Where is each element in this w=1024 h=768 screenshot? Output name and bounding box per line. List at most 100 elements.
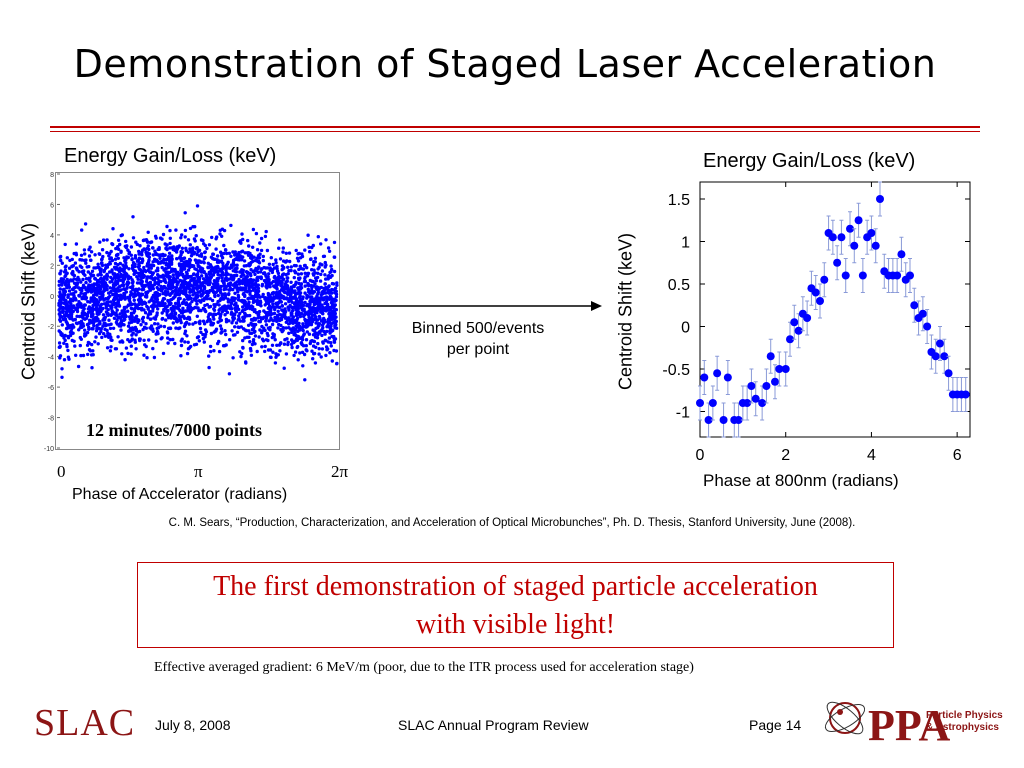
left-scatter-point: [219, 331, 223, 335]
left-scatter-point: [210, 269, 214, 273]
left-scatter-point: [291, 328, 296, 332]
left-scatter-point: [138, 306, 143, 311]
left-scatter-point: [295, 256, 300, 260]
left-scatter-point: [102, 275, 107, 279]
right-chart-xlabel: Phase at 800nm (radians): [703, 471, 899, 490]
right-data-point: [790, 318, 799, 327]
left-scatter-point: [159, 337, 163, 341]
left-scatter-point: [140, 317, 145, 321]
left-scatter-point: [249, 353, 254, 357]
left-scatter-point: [254, 299, 259, 304]
right-data-point: [876, 195, 884, 203]
left-scatter-point: [308, 278, 312, 283]
left-scatter-point: [266, 338, 270, 343]
left-scatter-point: [74, 253, 79, 257]
left-scatter-point: [293, 289, 297, 293]
left-scatter-point: [231, 269, 235, 273]
footer-page-number: Page 14: [749, 717, 802, 733]
left-scatter-point: [188, 310, 192, 314]
left-scatter-point: [177, 318, 181, 322]
left-scatter-point: [188, 288, 192, 292]
left-scatter-point: [144, 269, 148, 274]
left-scatter-point: [276, 309, 280, 313]
left-scatter-point: [297, 267, 301, 272]
left-scatter-point: [239, 274, 243, 279]
left-scatter-point: [113, 287, 118, 291]
left-scatter-point: [118, 242, 122, 247]
left-scatter-point: [227, 372, 232, 376]
left-scatter-point: [240, 287, 244, 291]
left-scatter-point: [191, 322, 195, 326]
right-data-point: [846, 224, 854, 233]
left-scatter-point: [106, 333, 110, 337]
right-data-point: [816, 297, 824, 305]
left-scatter-point: [115, 281, 120, 286]
left-scatter-point: [137, 249, 141, 254]
left-scatter-point: [191, 246, 195, 250]
left-scatter-point: [76, 302, 80, 307]
left-scatter-point: [243, 336, 247, 340]
left-scatter-point: [188, 283, 193, 288]
left-scatter-point: [58, 318, 62, 322]
left-scatter-point: [332, 269, 337, 274]
left-scatter-point: [266, 348, 271, 352]
left-scatter-point: [307, 332, 312, 336]
left-scatter-point: [311, 344, 316, 348]
left-scatter-point: [271, 319, 276, 323]
left-scatter-point: [220, 234, 224, 238]
left-scatter-point: [68, 304, 73, 308]
left-ytick-label: 6: [50, 202, 54, 209]
left-scatter-point: [57, 345, 61, 349]
left-scatter-point: [316, 235, 320, 239]
left-scatter-point: [199, 270, 204, 274]
left-scatter-point: [108, 286, 112, 290]
left-scatter-point: [279, 328, 283, 332]
left-scatter-point: [171, 304, 175, 309]
left-scatter-point: [222, 251, 226, 256]
left-scatter-point: [308, 302, 312, 307]
left-scatter-point: [231, 315, 235, 320]
left-scatter-point: [230, 329, 234, 333]
left-scatter-point: [313, 302, 318, 306]
left-scatter-point: [140, 301, 144, 305]
left-ytick-label: 8: [50, 172, 54, 179]
left-scatter-point: [82, 334, 87, 338]
left-scatter-point: [183, 329, 188, 333]
left-scatter-point: [164, 318, 168, 322]
left-scatter-point: [280, 275, 284, 279]
left-scatter-point: [122, 318, 126, 322]
left-scatter-point: [263, 344, 267, 349]
right-data-point: [936, 339, 944, 348]
left-scatter-point: [267, 262, 272, 266]
left-scatter-point: [332, 348, 336, 353]
left-scatter-point: [180, 263, 185, 267]
left-scatter-point: [152, 316, 156, 320]
left-scatter-point: [102, 321, 106, 326]
left-scatter-point: [70, 287, 75, 292]
left-scatter-point: [289, 268, 293, 273]
left-scatter-point: [81, 353, 86, 358]
left-scatter-point: [141, 283, 145, 287]
left-scatter-point: [72, 339, 76, 343]
left-scatter-point: [207, 265, 211, 270]
left-scatter-point: [324, 353, 328, 358]
left-scatter-point: [135, 275, 139, 279]
left-scatter-point: [262, 271, 267, 275]
left-scatter-point: [300, 337, 305, 342]
left-scatter-point: [192, 343, 197, 347]
right-chart-title: Energy Gain/Loss (keV): [703, 150, 916, 172]
left-scatter-point: [224, 248, 228, 252]
left-scatter-point: [101, 313, 106, 317]
left-scatter-point: [219, 312, 223, 316]
left-scatter-point: [164, 305, 168, 309]
left-scatter-point: [153, 276, 157, 280]
left-scatter-point: [294, 264, 298, 268]
left-scatter-point: [66, 323, 70, 328]
left-scatter-point: [131, 236, 136, 240]
left-scatter-point: [200, 274, 204, 278]
left-scatter-point: [89, 296, 93, 300]
left-scatter-point: [240, 351, 244, 356]
ppa-sub-line2: & Astrophysics: [926, 722, 999, 733]
left-scatter-point: [242, 299, 247, 303]
left-scatter-point: [185, 286, 190, 290]
